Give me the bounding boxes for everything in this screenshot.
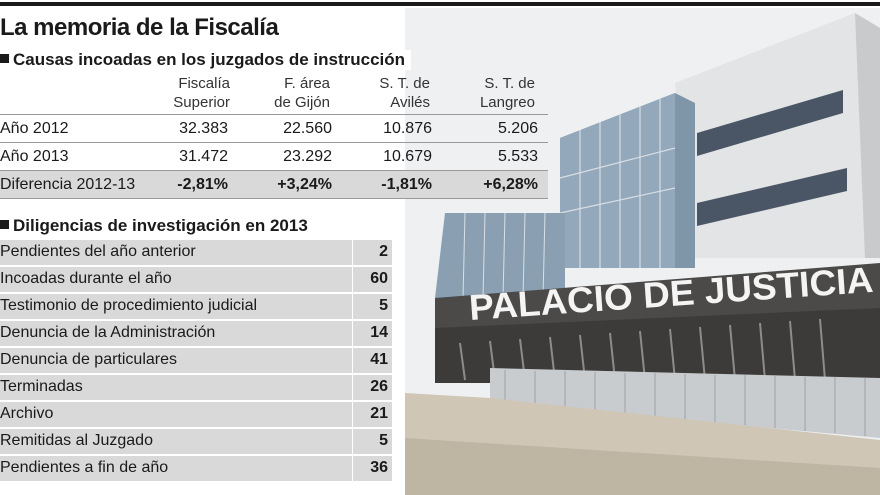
table-row: Archivo 21 [0,402,392,429]
section-heading-diligencias: Diligencias de investigación en 2013 [0,216,314,236]
section-heading-causas: Causas incoadas en los juzgados de instr… [0,50,412,70]
table-row: Pendientes del año anterior 2 [0,240,392,267]
cell-value: 14 [370,324,388,341]
cell-value: 2 [379,243,388,260]
cell-value: 22.560 [283,120,332,137]
row-label: Denuncia de la Administración [0,324,216,341]
cell-value: 10.876 [383,120,432,137]
row-label: Testimonio de procedimiento judicial [0,297,258,314]
cell-value: 5 [379,297,388,314]
cell-value: +6,28% [483,176,538,193]
row-label: Pendientes del año anterior [0,243,196,260]
section-heading-text: Causas incoadas en los juzgados de instr… [13,50,406,69]
table-row: Incoadas durante el año 60 [0,267,392,294]
cell-value: -1,81% [381,176,432,193]
courthouse-photo: PALACIO DE JUSTICIA [405,8,880,495]
table-row: Año 2012 32.383 22.560 10.876 5.206 [0,114,548,142]
row-label: Remitidas al Juzgado [0,432,153,449]
table-header: Fiscalía Superior F. área de Gijón S. T. d… [0,70,548,114]
table-row: Pendientes a fin de año 36 [0,456,392,483]
cell-value: 26 [370,378,388,395]
causas-table: Fiscalía Superior F. área de Gijón S. T. d… [0,70,548,199]
table-row: Denuncia de la Administración 14 [0,321,392,348]
table-row: Año 2013 31.472 23.292 10.679 5.533 [0,142,548,170]
cell-value: 23.292 [283,148,332,165]
row-label: Pendientes a fin de año [0,459,169,476]
column-header: Fiscalía Superior [173,75,230,111]
row-label: Año 2013 [0,148,69,165]
cell-value: +3,24% [277,176,332,193]
table-row: Testimonio de procedimiento judicial 5 [0,294,392,321]
table-row: Remitidas al Juzgado 5 [0,429,392,456]
bullet-square-icon [0,220,9,229]
row-label: Terminadas [0,378,83,395]
row-label: Denuncia de particulares [0,351,177,368]
top-rule [0,2,880,6]
cell-value: 32.383 [179,120,228,137]
cell-value: 60 [370,270,388,287]
column-header: F. área de Gijón [274,75,330,111]
cell-value: 5.533 [497,148,538,165]
page-title: La memoria de la Fiscalía [0,14,279,41]
row-label: Diferencia 2012-13 [0,176,136,193]
row-label: Año 2012 [0,120,69,137]
table-row-diferencia: Diferencia 2012-13 -2,81% +3,24% -1,81% … [0,170,548,199]
cell-value: 31.472 [179,148,228,165]
row-label: Incoadas durante el año [0,270,172,287]
bullet-square-icon [0,54,9,63]
row-label: Archivo [0,405,54,422]
cell-value: 5 [379,432,388,449]
cell-value: 41 [370,351,388,368]
cell-value: 21 [370,405,388,422]
cell-value: 10.679 [383,148,432,165]
table-row: Denuncia de particulares 41 [0,348,392,375]
diligencias-table: Pendientes del año anterior 2 Incoadas du… [0,240,392,483]
column-header: S. T. de Avilés [379,75,430,111]
column-header: S. T. de Langreo [479,75,535,111]
cell-value: -2,81% [177,176,228,193]
cell-value: 5.206 [497,120,538,137]
table-row: Terminadas 26 [0,375,392,402]
cell-value: 36 [370,459,388,476]
courthouse-illustration: PALACIO DE JUSTICIA [405,8,880,495]
section-heading-text: Diligencias de investigación en 2013 [13,216,308,235]
